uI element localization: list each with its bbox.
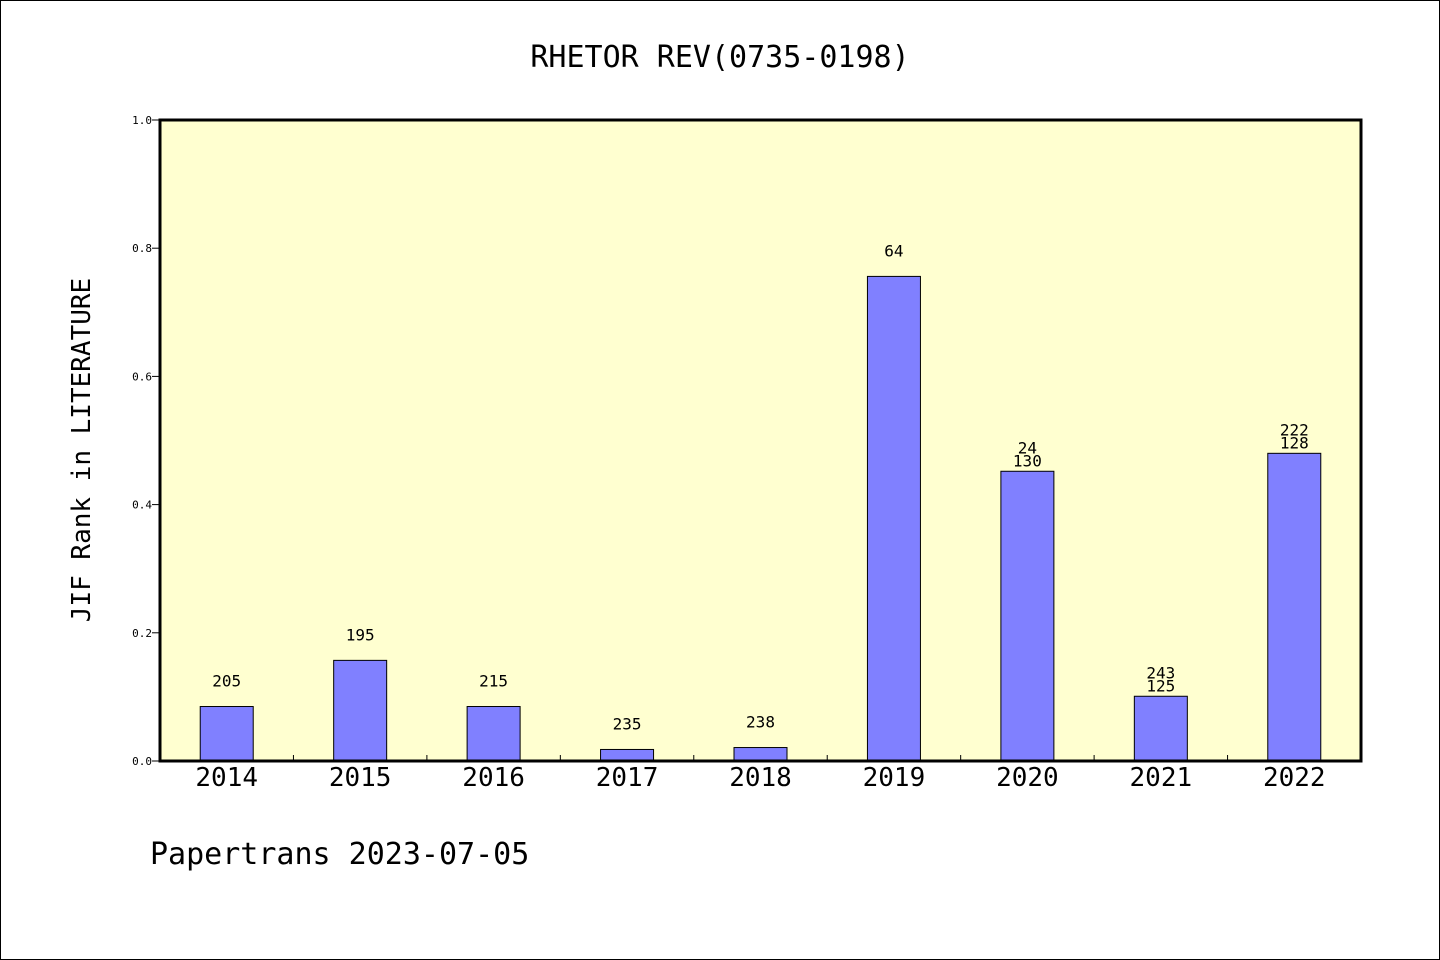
x-tick-label: 2016: [462, 763, 525, 793]
bar-label-top: 238: [746, 713, 775, 732]
bar-label-top: 205: [212, 672, 241, 691]
bar-label-top: 235: [613, 714, 642, 733]
x-tick-label: 2015: [329, 763, 392, 793]
bar-2017: [600, 748, 655, 762]
y-axis-ticks: 0.0 0.2 0.4 0.6 0.8 1.0: [132, 114, 160, 768]
bar-2021: [1133, 695, 1188, 762]
x-axis-ticks: 2014 2015 2016 2017 2018 2019 2020 2021 2022: [195, 755, 1326, 793]
bar-label-top: 215: [479, 672, 508, 691]
y-tick-label: 1.0: [132, 114, 152, 127]
plot-area: [160, 120, 1361, 761]
bar-2022: [1267, 452, 1322, 762]
x-tick-label: 2014: [195, 763, 258, 793]
y-axis-label: JIF Rank in LITERATURE: [67, 278, 97, 622]
y-tick-label: 0.2: [132, 627, 152, 640]
bar-2019: [866, 275, 921, 762]
x-tick-label: 2021: [1130, 763, 1193, 793]
bar-2016: [466, 706, 521, 762]
plot-border: [158, 118, 1363, 763]
x-tick-label: 2017: [596, 763, 659, 793]
bar-label-top: 195: [346, 625, 375, 644]
y-tick-label: 0.6: [132, 370, 152, 383]
bars-group: [199, 275, 1322, 762]
bar-label-top: 243: [1146, 663, 1175, 682]
bar-label-top: 24: [1018, 438, 1037, 457]
y-tick-label: 0.0: [132, 755, 152, 768]
footer-source: Papertrans 2023-07-05: [150, 837, 529, 872]
y-tick-label: 0.4: [132, 499, 152, 512]
x-tick-label: 2020: [996, 763, 1059, 793]
bar-label-bottom: 125: [1146, 676, 1175, 695]
x-tick-label: 2018: [729, 763, 792, 793]
bar-label-top: 64: [884, 241, 903, 260]
x-tick-label: 2022: [1263, 763, 1326, 793]
bar-2020: [1000, 470, 1055, 762]
chart-title: RHETOR REV(0735-0198): [530, 40, 909, 75]
bar-label-bottom: 130: [1013, 451, 1042, 470]
y-tick-label: 0.8: [132, 242, 152, 255]
bar-label-top: 222: [1280, 420, 1309, 439]
x-tick-label: 2019: [863, 763, 926, 793]
bar-2015: [333, 659, 388, 762]
bar-2014: [199, 706, 254, 762]
bar-2018: [733, 747, 788, 762]
bar-label-bottom: 128: [1280, 433, 1309, 452]
